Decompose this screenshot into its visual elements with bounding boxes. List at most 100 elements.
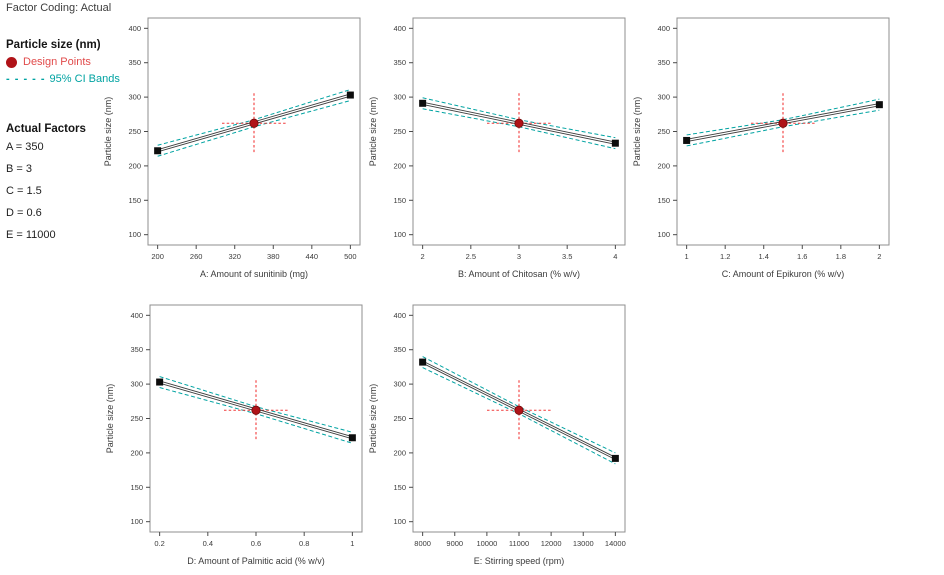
svg-text:0.4: 0.4: [203, 539, 213, 548]
ci-band-dash-icon: - - - - -: [6, 73, 46, 85]
actual-factors-title: Actual Factors: [6, 123, 86, 135]
svg-text:350: 350: [657, 58, 670, 67]
svg-text:380: 380: [267, 252, 280, 261]
svg-text:250: 250: [393, 127, 406, 136]
svg-text:1.2: 1.2: [720, 252, 730, 261]
svg-text:100: 100: [393, 230, 406, 239]
svg-text:Particle size (nm): Particle size (nm): [103, 97, 113, 167]
svg-text:4: 4: [613, 252, 617, 261]
response-title: Particle size (nm): [6, 39, 101, 51]
factor-b-value: B = 3: [6, 163, 32, 175]
svg-text:150: 150: [393, 196, 406, 205]
svg-text:260: 260: [190, 252, 203, 261]
svg-text:1.6: 1.6: [797, 252, 807, 261]
svg-text:250: 250: [657, 127, 670, 136]
svg-text:400: 400: [657, 24, 670, 33]
svg-text:200: 200: [393, 448, 406, 457]
svg-text:Particle size (nm): Particle size (nm): [632, 97, 642, 167]
svg-text:200: 200: [393, 161, 406, 170]
one-factor-plot-svg: 100 150 200 250 300 350 400 2 2.5 3 3.5 4 B: Amount …: [368, 17, 626, 279]
svg-text:C: Amount of Epikuron (% w/v): C: Amount of Epikuron (% w/v): [722, 269, 845, 279]
svg-text:B: Amount of Chitosan (% w/v): B: Amount of Chitosan (% w/v): [458, 269, 580, 279]
svg-text:10000: 10000: [476, 539, 497, 548]
svg-text:D: Amount of Palmitic acid (%: D: Amount of Palmitic acid (% w/v): [187, 556, 325, 566]
chart-factor-e-stirring-speed: 100 150 200 250 300 350 400 8000 9000 10000 11000 1…: [363, 297, 649, 575]
svg-text:350: 350: [130, 345, 143, 354]
svg-text:440: 440: [306, 252, 319, 261]
svg-text:350: 350: [393, 58, 406, 67]
svg-text:320: 320: [228, 252, 241, 261]
svg-text:150: 150: [393, 483, 406, 492]
svg-text:1: 1: [685, 252, 689, 261]
svg-text:13000: 13000: [573, 539, 594, 548]
factor-d-value: D = 0.6: [6, 207, 42, 219]
svg-text:250: 250: [130, 414, 143, 423]
svg-text:300: 300: [128, 93, 141, 102]
design-points-label: Design Points: [23, 56, 91, 68]
svg-text:3: 3: [517, 252, 521, 261]
ci-bands-label: 95% CI Bands: [49, 73, 120, 85]
svg-text:2: 2: [877, 252, 881, 261]
svg-text:12000: 12000: [541, 539, 562, 548]
svg-text:300: 300: [393, 93, 406, 102]
svg-text:250: 250: [128, 127, 141, 136]
svg-text:1: 1: [350, 539, 354, 548]
svg-text:8000: 8000: [414, 539, 431, 548]
svg-text:400: 400: [128, 24, 141, 33]
svg-text:Particle size (nm): Particle size (nm): [368, 384, 378, 454]
svg-text:0.6: 0.6: [251, 539, 261, 548]
legend-design-points-row: Design Points: [6, 56, 146, 68]
svg-text:0.8: 0.8: [299, 539, 309, 548]
chart-factor-b-chitosan: 100 150 200 250 300 350 400 2 2.5 3 3.5 4 B: Amount …: [363, 10, 649, 298]
svg-text:1.8: 1.8: [836, 252, 846, 261]
svg-text:300: 300: [393, 380, 406, 389]
one-factor-plot-svg: 100 150 200 250 300 350 400 200 260 320 380 440 500 A…: [103, 17, 361, 279]
factor-coding-label: Factor Coding: Actual: [6, 2, 112, 14]
svg-text:2.5: 2.5: [466, 252, 476, 261]
chart-factor-a-sunitinib: 100 150 200 250 300 350 400 200 260 320 380 440 500 A…: [98, 10, 384, 298]
factor-e-value: E = 11000: [6, 229, 56, 241]
svg-text:300: 300: [657, 93, 670, 102]
svg-text:A: Amount of sunitinib (mg): A: Amount of sunitinib (mg): [200, 269, 308, 279]
legend-ci-bands-row: - - - - - 95% CI Bands: [6, 73, 146, 85]
svg-text:Particle size (nm): Particle size (nm): [105, 384, 115, 454]
svg-text:200: 200: [657, 161, 670, 170]
chart-factor-d-palmitic-acid: 100 150 200 250 300 350 400 0.2 0.4 0.6 0.8 1 D: Amo…: [100, 297, 386, 575]
svg-text:Particle size (nm): Particle size (nm): [368, 97, 378, 167]
svg-text:200: 200: [130, 448, 143, 457]
one-factor-plot-svg: 100 150 200 250 300 350 400 0.2 0.4 0.6 0.8 1 D: Amo…: [105, 304, 363, 566]
one-factor-plot-svg: 100 150 200 250 300 350 400 1 1.2 1.4 1.6 1.8 2 C: Am…: [632, 17, 890, 279]
svg-text:11000: 11000: [509, 539, 529, 548]
svg-text:3.5: 3.5: [562, 252, 572, 261]
svg-text:150: 150: [128, 196, 141, 205]
svg-text:100: 100: [393, 517, 406, 526]
svg-text:9000: 9000: [446, 539, 463, 548]
svg-text:250: 250: [393, 414, 406, 423]
svg-text:14000: 14000: [605, 539, 626, 548]
svg-text:100: 100: [130, 517, 143, 526]
svg-text:E: Stirring speed (rpm): E: Stirring speed (rpm): [474, 556, 565, 566]
svg-text:100: 100: [657, 230, 670, 239]
legend-panel: Factor Coding: Actual Particle size (nm)…: [6, 2, 146, 245]
svg-text:200: 200: [128, 161, 141, 170]
svg-text:350: 350: [128, 58, 141, 67]
factor-a-value: A = 350: [6, 141, 44, 153]
svg-text:150: 150: [130, 483, 143, 492]
chart-factor-c-epikuron: 100 150 200 250 300 350 400 1 1.2 1.4 1.6 1.8 2 C: Am…: [627, 10, 913, 298]
design-point-icon: [6, 56, 17, 68]
svg-text:400: 400: [393, 24, 406, 33]
svg-text:150: 150: [657, 196, 670, 205]
svg-text:350: 350: [393, 345, 406, 354]
one-factor-plot-svg: 100 150 200 250 300 350 400 8000 9000 10000 11000 1…: [368, 304, 626, 566]
svg-text:0.2: 0.2: [154, 539, 164, 548]
svg-text:100: 100: [128, 230, 141, 239]
svg-text:400: 400: [393, 311, 406, 320]
svg-text:400: 400: [130, 311, 143, 320]
svg-text:2: 2: [421, 252, 425, 261]
svg-text:500: 500: [344, 252, 357, 261]
svg-text:300: 300: [130, 380, 143, 389]
factor-c-value: C = 1.5: [6, 185, 42, 197]
svg-text:1.4: 1.4: [759, 252, 769, 261]
svg-text:200: 200: [151, 252, 164, 261]
